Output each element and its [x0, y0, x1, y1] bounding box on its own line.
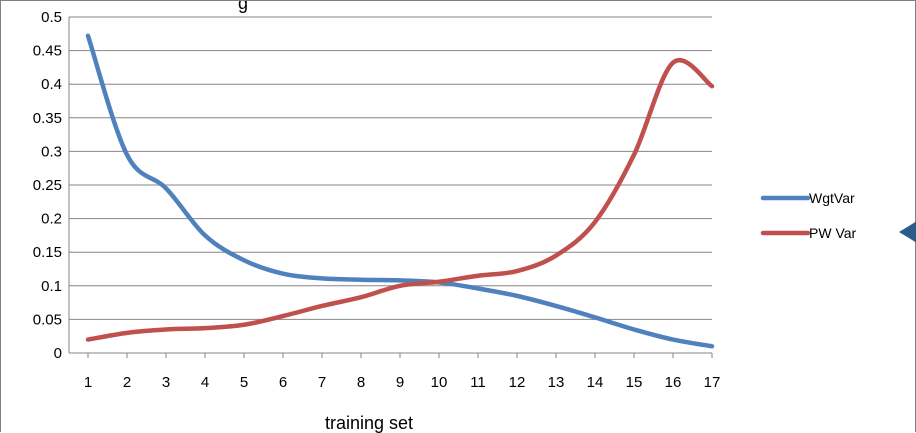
y-tick-label: 0.45 — [33, 43, 62, 60]
legend-label: PW Var — [809, 225, 857, 241]
x-tick-label: 16 — [665, 374, 682, 391]
y-tick-label: 0 — [54, 345, 62, 362]
x-tick-label: 9 — [396, 374, 404, 391]
y-tick-label: 0.3 — [41, 143, 62, 160]
x-tick-label: 14 — [587, 374, 604, 391]
x-tick-label: 4 — [201, 374, 209, 391]
legend-selection-marker[interactable] — [899, 221, 916, 243]
x-tick-label: 1 — [84, 374, 92, 391]
x-tick-label: 15 — [626, 374, 643, 391]
chart-title-fragment: g — [238, 1, 248, 13]
x-tick-label: 8 — [357, 374, 365, 391]
x-tick-label: 10 — [431, 374, 448, 391]
y-tick-label: 0.05 — [33, 311, 62, 328]
x-tick-label: 13 — [548, 374, 565, 391]
x-tick-label: 3 — [162, 374, 170, 391]
x-tick-label: 2 — [123, 374, 131, 391]
series-line-wgtvar — [85, 33, 715, 349]
y-tick-label: 0.35 — [33, 110, 62, 127]
x-tick-label: 12 — [509, 374, 526, 391]
y-tick-label: 0.1 — [41, 278, 62, 295]
y-tick-label: 0.15 — [33, 244, 62, 261]
y-tick-label: 0.2 — [41, 211, 62, 228]
x-tick-label: 11 — [470, 374, 486, 391]
y-tick-label: 0.5 — [41, 9, 62, 26]
y-tick-label: 0.25 — [33, 177, 62, 194]
tick-labels: 00.050.10.150.20.250.30.350.40.450.51 2 3 4… — [33, 9, 721, 391]
series-lines — [85, 33, 715, 349]
legend-label: WgtVar — [809, 190, 855, 206]
y-tick-label: 0.4 — [41, 76, 62, 93]
x-tick-label: 17 — [704, 374, 721, 391]
x-axis-title: training set — [325, 413, 413, 433]
x-tick-label: 5 — [240, 374, 248, 391]
axes — [68, 17, 713, 358]
gridlines — [69, 16, 712, 354]
legend: WgtVar PW Var — [760, 190, 857, 241]
series-line-pw-var — [85, 58, 715, 342]
x-tick-label: 7 — [318, 374, 326, 391]
x-tick-label: 6 — [279, 374, 287, 391]
